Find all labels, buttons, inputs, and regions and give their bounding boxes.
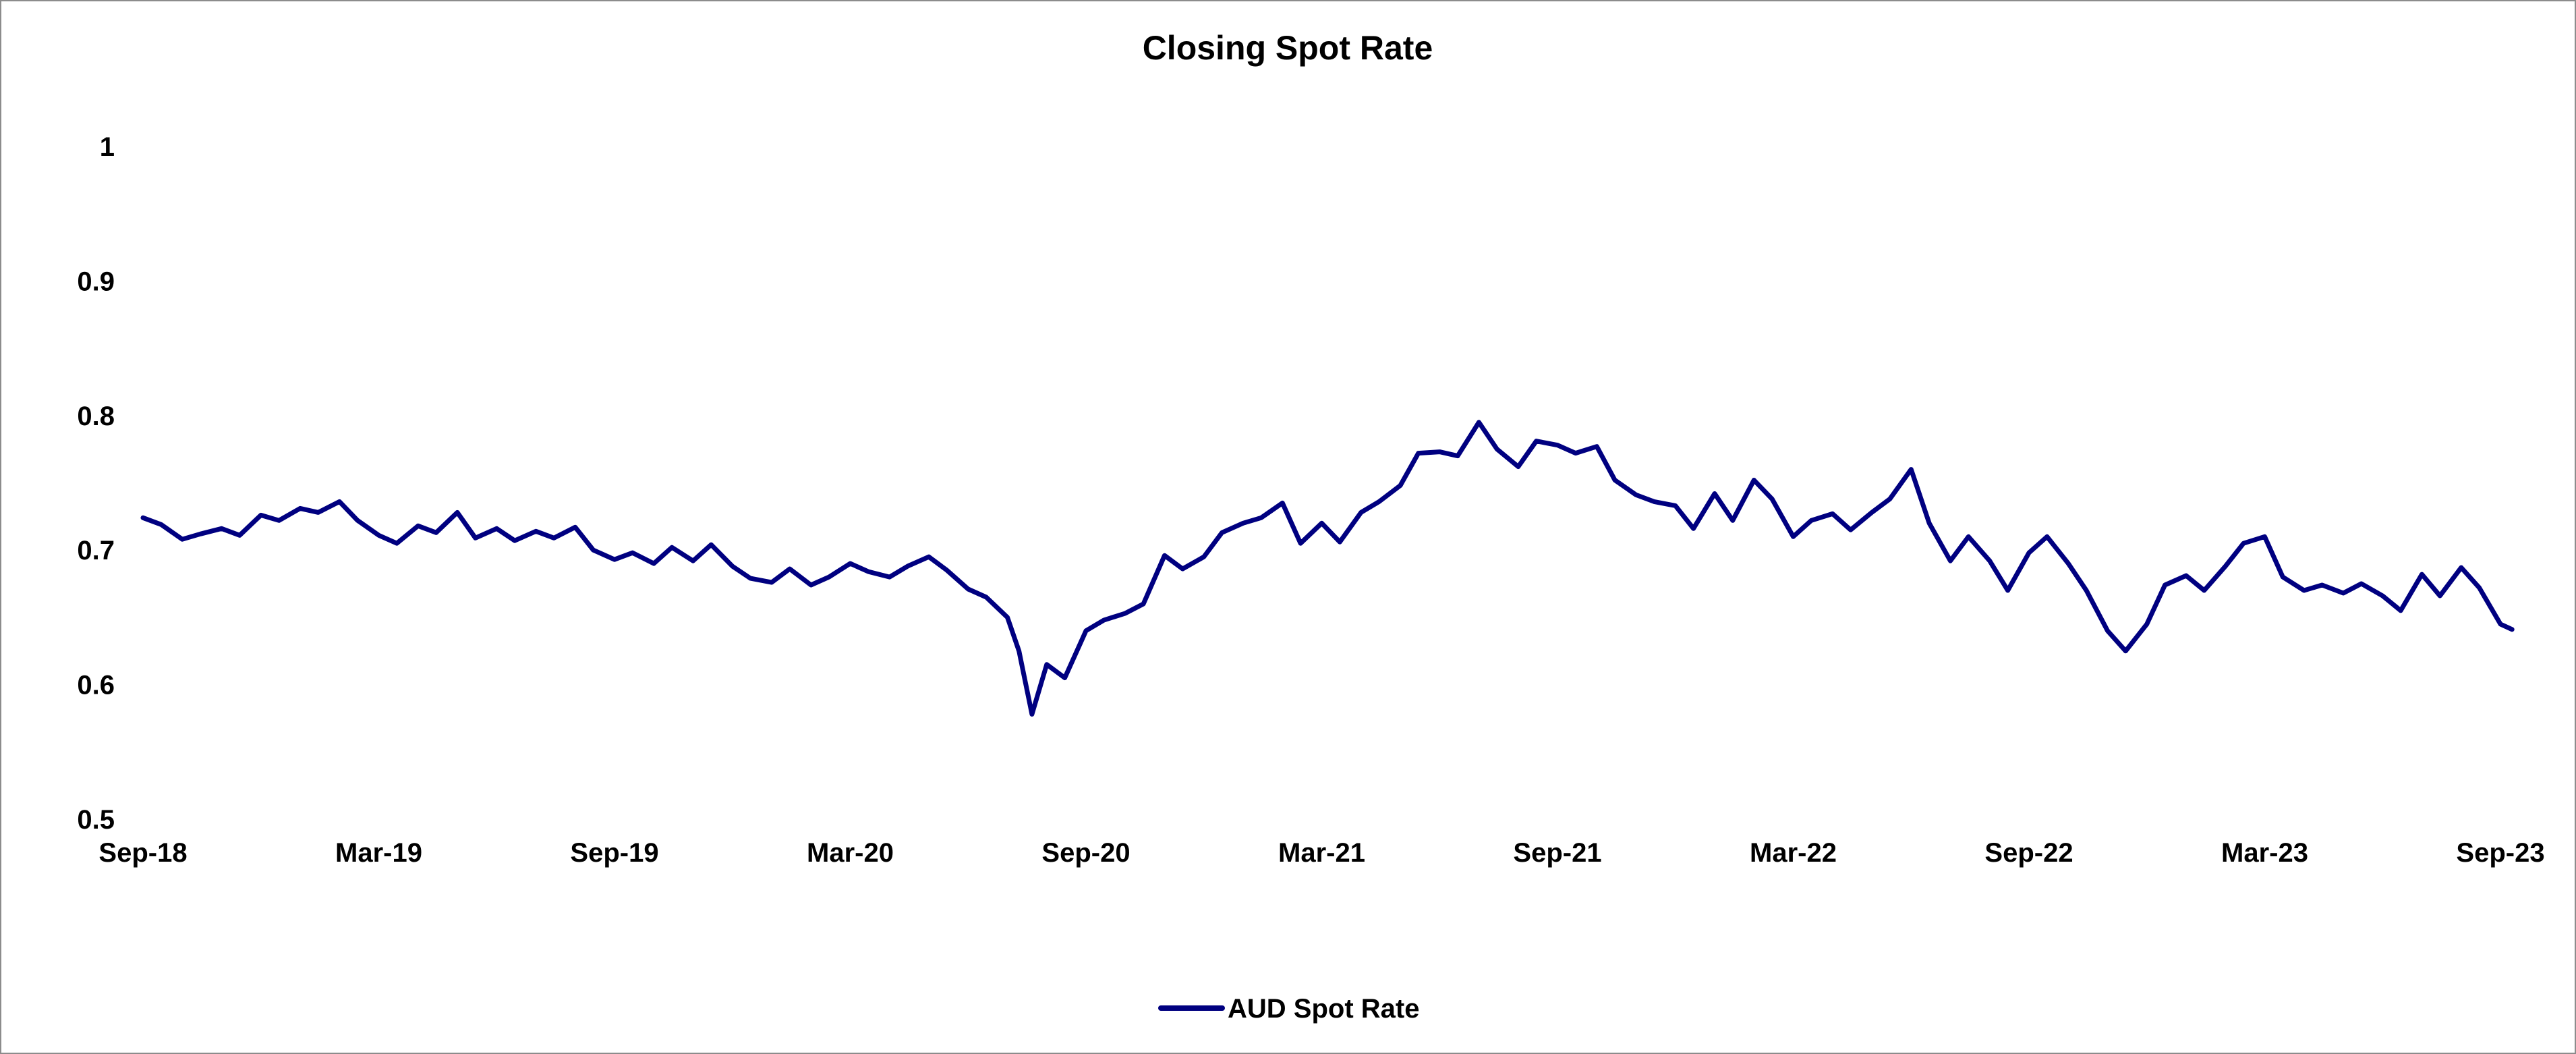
y-tick-label: 0.8 — [77, 401, 115, 431]
series-line-aud-spot-rate — [140, 420, 2515, 717]
y-tick-label: 0.9 — [77, 267, 115, 296]
legend: AUD Spot Rate — [1158, 994, 1419, 1024]
chart-title: Closing Spot Rate — [1143, 29, 1433, 67]
x-axis-tick-labels: Sep-18 Mar-19 Sep-19 Mar-20 Sep-20 Mar-21 Sep-… — [98, 838, 2544, 868]
x-tick-label: Mar-20 — [807, 838, 894, 868]
x-tick-label: Sep-23 — [2456, 838, 2544, 868]
y-tick-label: 1 — [100, 132, 115, 162]
y-tick-label: 0.5 — [77, 805, 115, 835]
x-tick-label: Mar-22 — [1750, 838, 1837, 868]
x-tick-label: Sep-22 — [1984, 838, 2073, 868]
x-tick-label: Mar-19 — [335, 838, 422, 868]
y-tick-label: 0.7 — [77, 536, 115, 565]
x-tick-label: Mar-23 — [2221, 838, 2308, 868]
y-tick-label: 0.6 — [77, 671, 115, 700]
x-tick-label: Sep-21 — [1513, 838, 1601, 868]
x-tick-label: Sep-18 — [98, 838, 187, 868]
x-tick-label: Mar-21 — [1278, 838, 1365, 868]
y-axis-tick-labels: 0.5 0.6 0.7 0.8 0.9 1 — [77, 132, 115, 835]
x-tick-label: Sep-19 — [570, 838, 658, 868]
series-layer — [140, 420, 2515, 717]
x-tick-label: Sep-20 — [1041, 838, 1130, 868]
legend-label: AUD Spot Rate — [1228, 994, 1419, 1024]
